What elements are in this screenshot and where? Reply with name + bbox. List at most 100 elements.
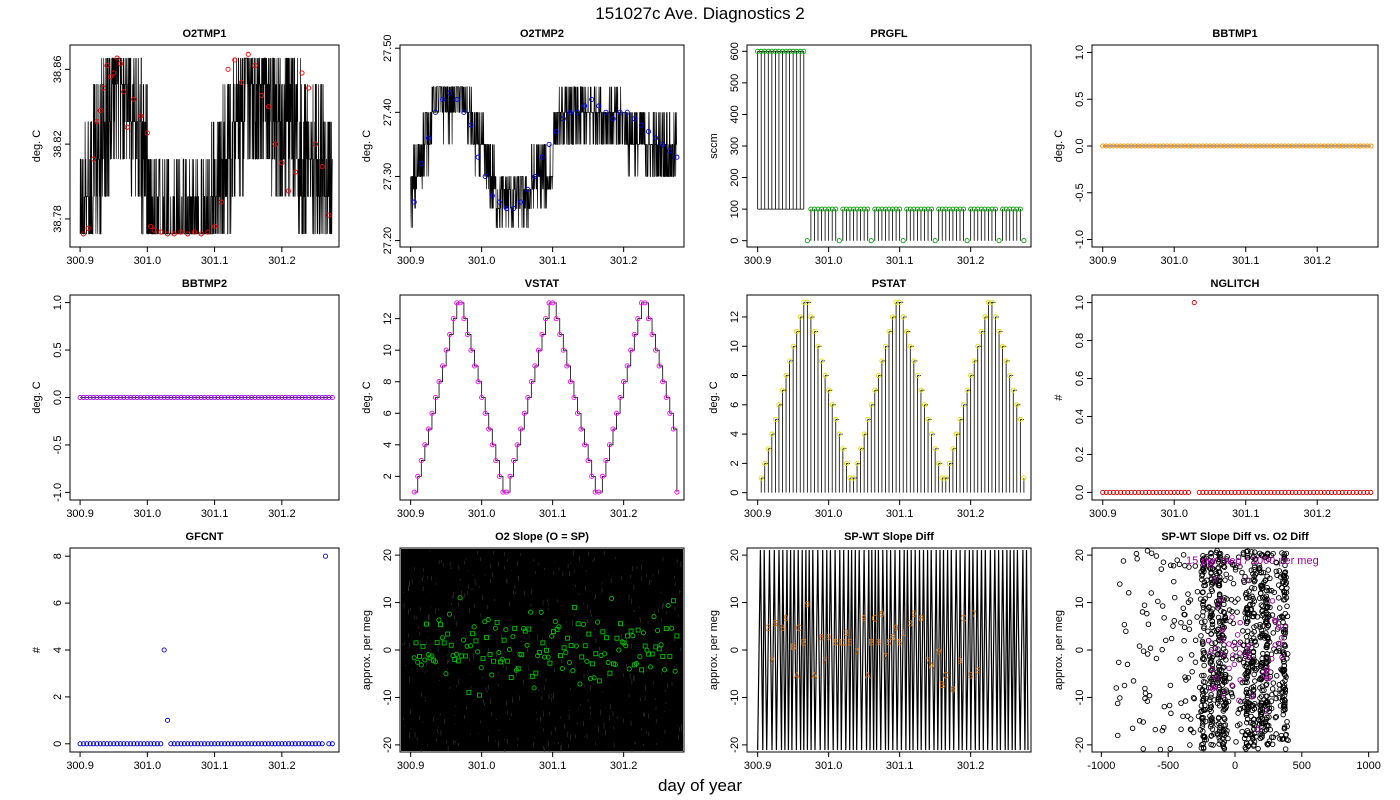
- data-point: [1343, 489, 1349, 495]
- y-tick-label: 38.82: [52, 130, 64, 158]
- data-point: [259, 92, 265, 99]
- data-point: [1249, 731, 1255, 737]
- data-point: [322, 394, 329, 401]
- data-point: [1263, 598, 1269, 605]
- data-point: [1221, 744, 1227, 751]
- point-label: 5: [773, 618, 778, 628]
- data-point: [1113, 685, 1120, 691]
- data-point: [1258, 661, 1264, 667]
- data-point: [829, 402, 835, 408]
- data-point: [563, 650, 569, 656]
- data-point: [1182, 698, 1189, 704]
- data-point: [978, 329, 984, 335]
- data-point: [1235, 554, 1242, 560]
- data-point: [503, 489, 510, 495]
- data-point: [1250, 736, 1256, 742]
- highlight-point: [1219, 637, 1225, 643]
- y-tick-label: 6: [729, 402, 741, 408]
- data-point: [161, 394, 167, 401]
- data-point: [1178, 700, 1184, 706]
- data-point: [1273, 731, 1279, 737]
- data-point: [422, 442, 428, 448]
- data-point: [424, 621, 429, 627]
- data-point: [496, 199, 502, 205]
- data-point: [595, 619, 601, 625]
- highlight-point: [1272, 642, 1278, 648]
- data-point: [850, 475, 857, 481]
- data-point: [1289, 143, 1295, 149]
- data-point: [971, 358, 977, 364]
- data-point: [1208, 703, 1215, 710]
- data-point: [1240, 659, 1247, 666]
- data-point: [609, 595, 615, 602]
- data-point: [633, 661, 639, 667]
- data-point: [1243, 489, 1249, 495]
- data-point: [326, 741, 332, 747]
- point-label: 7: [926, 656, 931, 666]
- point-label: B: [939, 680, 945, 690]
- data-point: [868, 238, 874, 244]
- y-tick-label: 0.0: [52, 390, 64, 405]
- y-tick-label: 0.2: [1074, 447, 1086, 462]
- data-point: [1328, 143, 1335, 149]
- data-point: [411, 489, 417, 495]
- data-point: [618, 621, 623, 627]
- data-point: [507, 473, 513, 479]
- data-point: [1200, 552, 1206, 559]
- data-point: [1182, 143, 1188, 149]
- data-point: [882, 206, 889, 212]
- data-point: [1157, 143, 1163, 149]
- data-point: [932, 446, 938, 452]
- data-point: [1144, 651, 1151, 657]
- data-point: [1125, 590, 1132, 596]
- data-point: [843, 460, 849, 466]
- data-point: [453, 651, 460, 657]
- y-tick-label: 0: [729, 490, 741, 496]
- data-point: [1107, 143, 1113, 149]
- data-point: [787, 48, 793, 54]
- data-point: [532, 173, 538, 180]
- data-point: [649, 651, 655, 657]
- data-point: [1187, 597, 1194, 603]
- data-point: [87, 741, 93, 747]
- data-point: [85, 225, 91, 231]
- highlight-point: [1214, 603, 1221, 609]
- data-point: [468, 347, 474, 353]
- data-point: [546, 141, 552, 147]
- data-point: [454, 300, 460, 306]
- data-point: [1191, 300, 1197, 306]
- data-point: [1168, 489, 1174, 495]
- highlight-point: [1209, 666, 1215, 673]
- data-point: [218, 199, 224, 205]
- data-point: [953, 206, 960, 212]
- data-point: [496, 649, 502, 656]
- plot-area: [77, 553, 335, 747]
- data-point: [654, 627, 661, 634]
- raw-trace: [757, 549, 1029, 751]
- data-point: [90, 394, 97, 401]
- data-point: [1259, 687, 1265, 694]
- data-point: [1148, 590, 1154, 596]
- data-point: [144, 394, 150, 401]
- data-point: [776, 48, 782, 54]
- y-tick-label: 10: [1074, 596, 1086, 608]
- data-point: [1264, 143, 1270, 149]
- data-point: [422, 657, 428, 663]
- panel-spwt-vs-o2: 15 per meg / 1000 per meg SP-WT Slope Dif…: [1053, 531, 1381, 772]
- data-point: [418, 161, 424, 167]
- data-point: [1282, 672, 1288, 679]
- data-point: [653, 347, 659, 353]
- data-point: [438, 622, 444, 628]
- point-label: 3: [975, 666, 980, 676]
- data-point: [1118, 489, 1124, 495]
- data-point: [1314, 143, 1320, 149]
- data-point: [508, 674, 514, 680]
- data-point: [1239, 569, 1245, 576]
- data-point: [97, 107, 103, 114]
- data-point: [1199, 672, 1205, 679]
- data-point: [1117, 581, 1123, 587]
- data-point: [617, 109, 623, 115]
- data-point: [982, 206, 988, 212]
- data-point: [1228, 143, 1234, 149]
